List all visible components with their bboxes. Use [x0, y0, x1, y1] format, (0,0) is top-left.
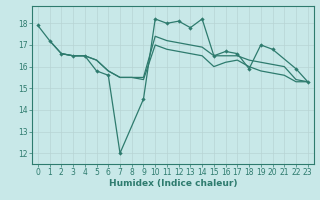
X-axis label: Humidex (Indice chaleur): Humidex (Indice chaleur)	[108, 179, 237, 188]
